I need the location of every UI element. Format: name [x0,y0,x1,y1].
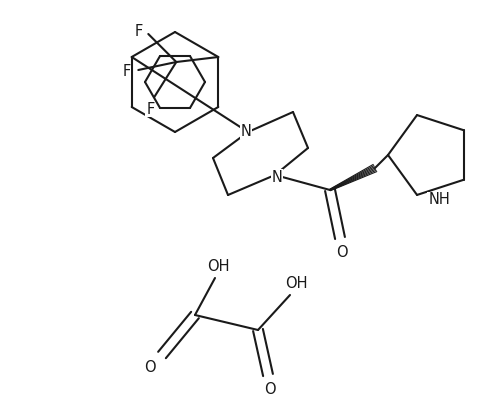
Text: F: F [134,24,143,39]
Text: N: N [240,124,252,139]
Text: F: F [146,102,155,117]
Text: O: O [264,381,276,396]
Text: N: N [272,169,282,185]
Text: O: O [144,359,156,374]
Text: F: F [122,64,131,80]
Text: NH: NH [428,193,450,208]
Text: O: O [336,244,348,259]
Text: OH: OH [285,276,307,290]
Text: OH: OH [207,259,229,273]
